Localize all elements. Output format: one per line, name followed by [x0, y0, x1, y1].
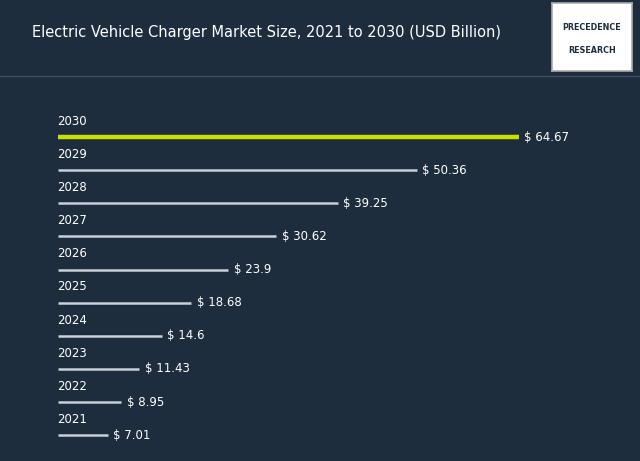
Text: 2023: 2023 [58, 347, 87, 360]
Text: $ 11.43: $ 11.43 [145, 362, 189, 375]
Text: $ 30.62: $ 30.62 [282, 230, 326, 243]
Text: Electric Vehicle Charger Market Size, 2021 to 2030 (USD Billion): Electric Vehicle Charger Market Size, 20… [32, 25, 501, 41]
Text: 2022: 2022 [58, 380, 88, 393]
Text: $ 50.36: $ 50.36 [422, 164, 467, 177]
Text: 2021: 2021 [58, 413, 88, 426]
Text: $ 39.25: $ 39.25 [343, 197, 388, 210]
Text: PRECEDENCE: PRECEDENCE [563, 23, 621, 32]
Text: 2024: 2024 [58, 313, 88, 326]
Text: $ 18.68: $ 18.68 [196, 296, 241, 309]
Text: 2028: 2028 [58, 181, 87, 194]
Text: $ 14.6: $ 14.6 [168, 329, 205, 343]
Text: 2027: 2027 [58, 214, 88, 227]
Text: 2026: 2026 [58, 248, 88, 260]
Text: $ 8.95: $ 8.95 [127, 396, 164, 408]
Text: 2025: 2025 [58, 280, 87, 294]
Text: $ 23.9: $ 23.9 [234, 263, 271, 276]
Text: $ 7.01: $ 7.01 [113, 429, 150, 442]
Text: $ 64.67: $ 64.67 [525, 130, 570, 144]
Text: RESEARCH: RESEARCH [568, 47, 616, 55]
Text: 2030: 2030 [58, 115, 87, 128]
Text: 2029: 2029 [58, 148, 88, 161]
